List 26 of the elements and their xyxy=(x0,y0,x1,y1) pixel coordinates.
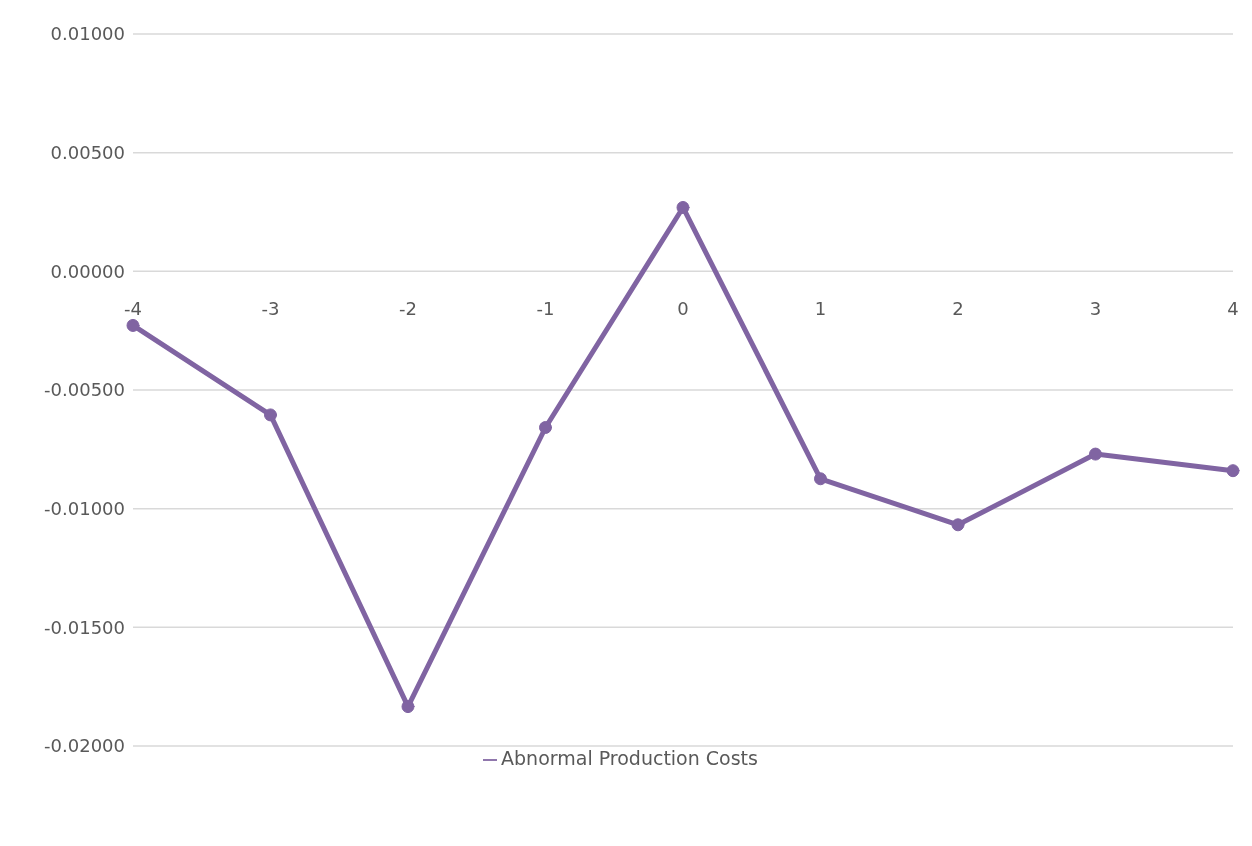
x-tick-label: 3 xyxy=(1089,298,1102,319)
y-tick-label: -0.01000 xyxy=(44,498,125,520)
point xyxy=(814,472,827,486)
point xyxy=(676,200,690,214)
legend-label: Abnormal Production Costs xyxy=(501,747,758,769)
x-tick-label: -1 xyxy=(536,298,555,319)
x-tick-label: -4 xyxy=(124,298,142,319)
x-tick-label: 1 xyxy=(814,298,827,319)
point xyxy=(539,421,552,434)
y-tick-label: 0.00000 xyxy=(50,260,125,282)
point xyxy=(264,408,277,422)
x-tick-label: -2 xyxy=(399,298,417,319)
x-tick-label: 0 xyxy=(677,298,689,319)
point xyxy=(1226,464,1240,478)
y-tick-label: -0.02000 xyxy=(44,735,125,757)
point xyxy=(1089,447,1102,461)
point xyxy=(401,700,415,714)
y-tick-label: -0.00500 xyxy=(44,379,125,401)
point xyxy=(951,518,965,532)
x-tick-label: 2 xyxy=(952,298,964,319)
x-tick-label: 4 xyxy=(1227,298,1239,319)
y-tick-label: 0.00500 xyxy=(50,142,125,164)
point xyxy=(126,318,140,332)
y-tick-label: -0.01500 xyxy=(44,616,125,638)
x-tick-label: -3 xyxy=(261,298,280,319)
y-tick-label: 0.01000 xyxy=(50,23,125,45)
